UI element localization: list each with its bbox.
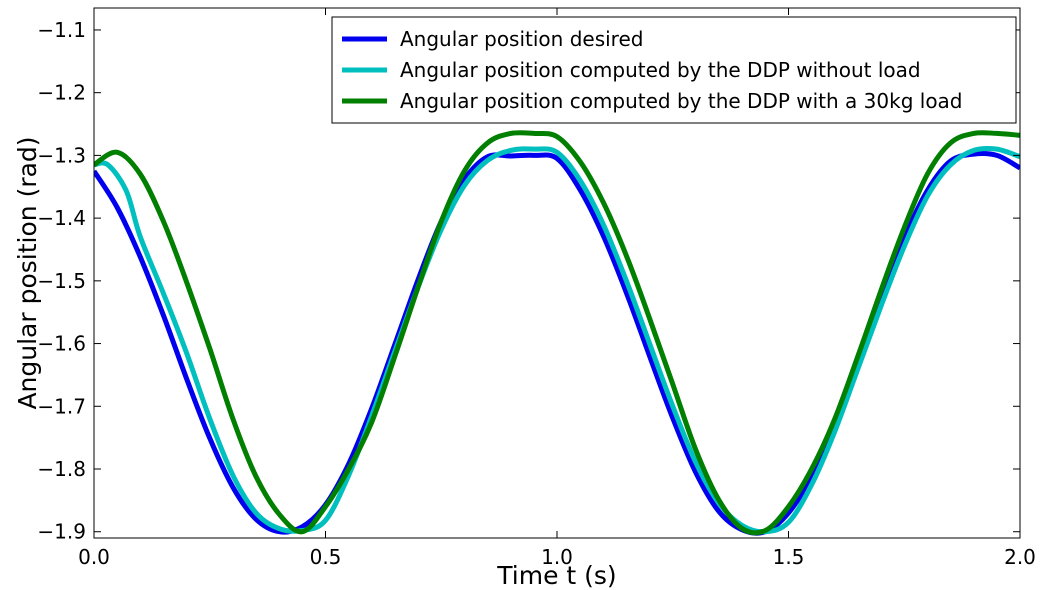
y-tick-label: −1.5: [37, 269, 86, 293]
x-tick-label: 1.0: [541, 545, 573, 569]
y-axis-label: Angular position (rad): [13, 136, 42, 409]
x-tick-label: 1.5: [773, 545, 805, 569]
y-tick-label: −1.1: [37, 18, 86, 42]
y-tick-label: −1.7: [37, 394, 86, 418]
y-tick-label: −1.8: [37, 457, 86, 481]
legend: Angular position desired Angular position…: [331, 16, 1017, 124]
y-tick-label: −1.2: [37, 81, 86, 105]
legend-label-1: Angular position desired: [400, 27, 643, 51]
y-tick-label: −1.6: [37, 332, 86, 356]
y-tick-label: −1.4: [37, 206, 86, 230]
y-tick-label: −1.3: [37, 143, 86, 167]
legend-label-2: Angular position computed by the DDP wit…: [400, 58, 921, 82]
x-tick-label: 0.5: [310, 545, 342, 569]
series-line-2: [94, 145, 1020, 535]
legend-label-3: Angular position computed by the DDP wit…: [400, 89, 963, 113]
ticks-layer: 0.0 0.5 1.0 1.5 2.0 −1.1 −1.2 −1.3 −1.4 −1.5 −1.6 −…: [37, 8, 1036, 569]
y-tick-label: −1.9: [37, 520, 86, 544]
series-layer: [94, 130, 1020, 536]
x-tick-label: 0.0: [78, 545, 110, 569]
x-axis-label: Time t (s): [496, 561, 616, 590]
legend-box: [331, 16, 1017, 124]
x-tick-label: 2.0: [1004, 545, 1036, 569]
series-line-3: [94, 130, 1020, 536]
